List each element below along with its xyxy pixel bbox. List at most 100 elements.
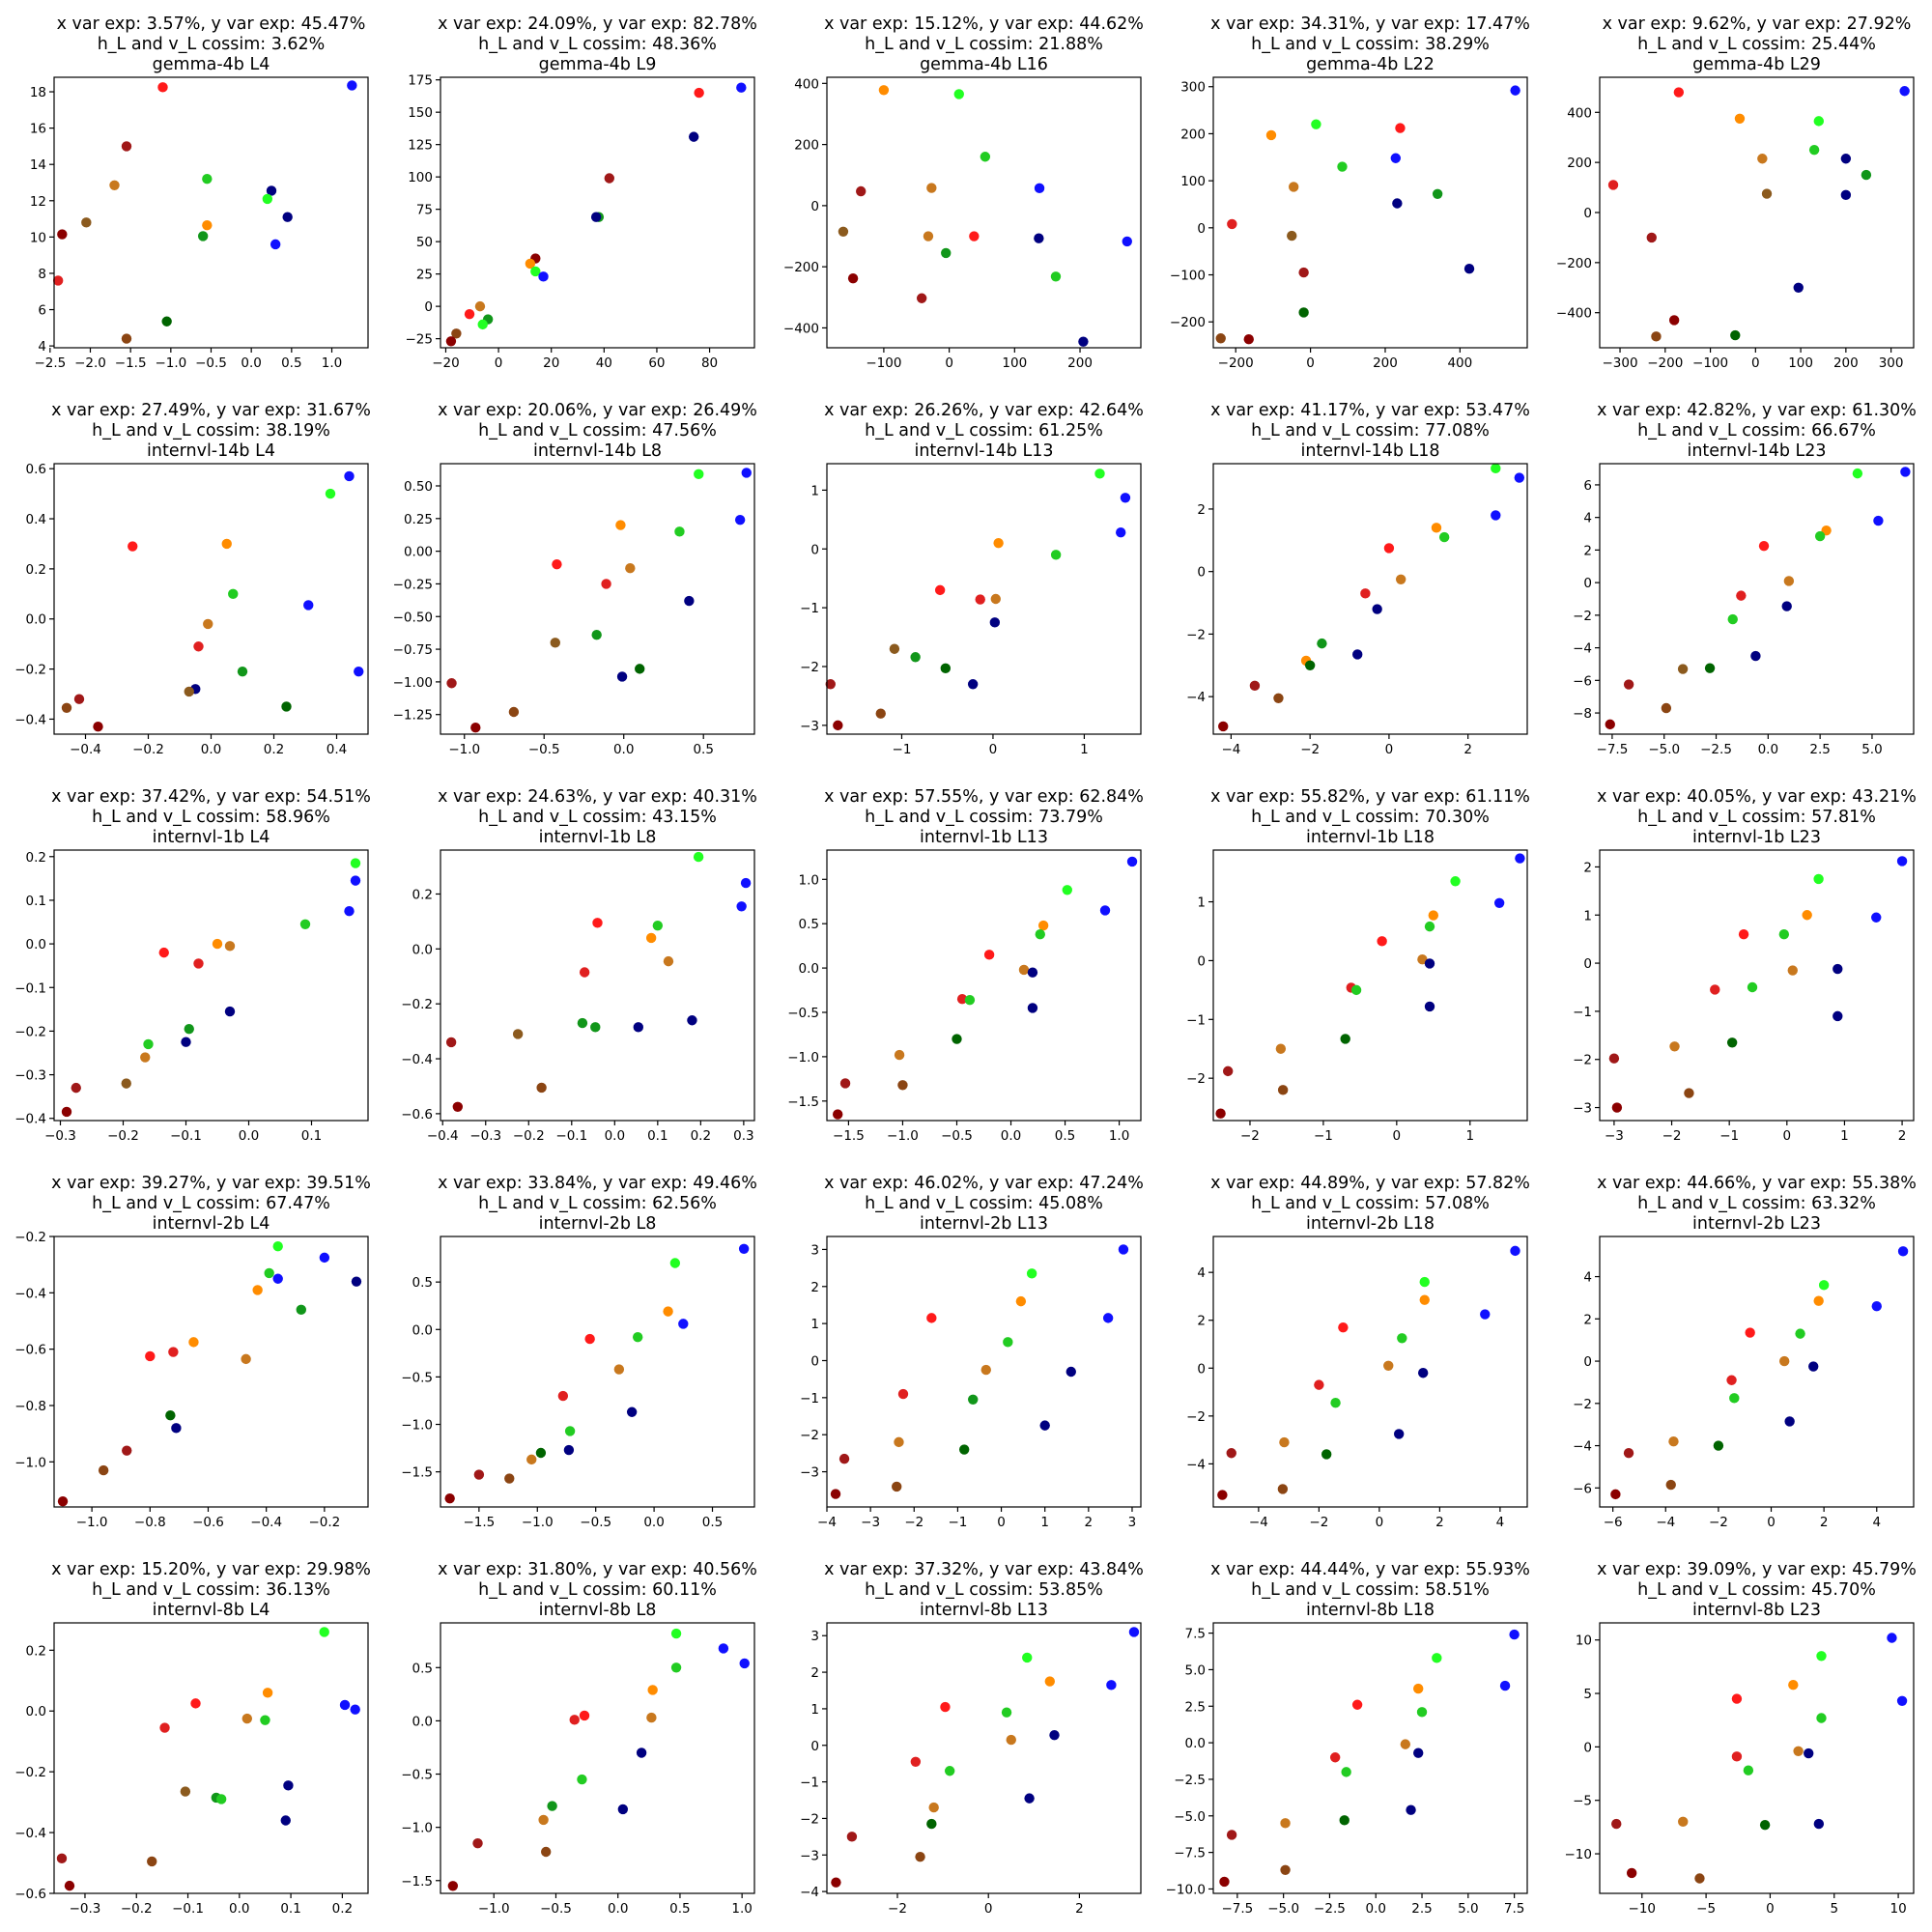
scatter-point	[1665, 1479, 1676, 1491]
x-tick-label: 2	[1075, 1901, 1084, 1917]
scatter-point	[1226, 1448, 1236, 1459]
scatter-point	[350, 1704, 360, 1715]
scatter-point	[1393, 1429, 1405, 1439]
scatter-point	[121, 1078, 131, 1089]
y-tick-label: −0.6	[14, 1343, 46, 1358]
scatter-point	[451, 328, 462, 339]
axes-frame	[1212, 76, 1528, 349]
scatter-point	[990, 593, 1001, 605]
scatter-point	[1480, 1309, 1491, 1320]
scatter-point	[739, 1658, 750, 1669]
y-tick-label: −0.1	[14, 980, 46, 996]
scatter-point	[1352, 649, 1363, 660]
y-tick-label: −1.00	[393, 675, 433, 691]
scatter-point	[280, 1815, 291, 1826]
scatter-point	[1001, 1707, 1012, 1718]
scatter-point	[1729, 1393, 1740, 1404]
axes-frame	[826, 463, 1142, 735]
y-tick-label: −6	[1573, 1481, 1592, 1496]
scatter-point	[846, 1832, 858, 1842]
scatter-point	[1897, 1246, 1909, 1257]
x-tick-label: 1.0	[731, 1901, 752, 1917]
scatter-point	[190, 1698, 201, 1709]
scatter-point	[1510, 1245, 1520, 1257]
x-tick-label: 2	[1898, 1128, 1907, 1144]
scatter-point	[1227, 218, 1237, 230]
y-tick-label: −0.4	[401, 1052, 433, 1067]
y-tick-label: 0	[1583, 956, 1592, 972]
x-tick-label: −2	[904, 1515, 923, 1530]
scatter-point	[1778, 1355, 1790, 1367]
x-tick-label: 0.0	[605, 1128, 625, 1144]
scatter-point	[1419, 1294, 1430, 1305]
subplot-title-line: x var exp: 55.82%, y var exp: 61.11%	[1210, 787, 1530, 807]
scatter-point	[1626, 1867, 1637, 1879]
x-tick-label: −3	[1605, 1128, 1624, 1144]
scatter-point	[61, 1106, 72, 1118]
x-tick-label: −1.5	[833, 1128, 865, 1144]
scatter-point	[1383, 543, 1395, 554]
x-tick-label: 0.1	[647, 1128, 668, 1144]
scatter-point	[633, 1022, 643, 1033]
y-tick-label: −1.0	[14, 1455, 46, 1470]
x-tick-label: −0.8	[134, 1515, 166, 1530]
scatter-point	[1871, 912, 1882, 923]
subplot: x var exp: 20.06%, y var exp: 26.49%h_L …	[393, 401, 757, 757]
subplot: x var exp: 44.89%, y var exp: 57.82%h_L …	[1186, 1174, 1530, 1530]
scatter-point	[1808, 144, 1820, 156]
x-tick-label: −1.0	[522, 1515, 554, 1530]
scatter-point	[1015, 1295, 1027, 1307]
scatter-point	[1298, 307, 1309, 318]
subplot-title-line: h_L and v_L cossim: 3.62%	[98, 35, 326, 54]
scatter-point	[889, 643, 900, 654]
scatter-point	[1116, 527, 1126, 538]
axes-frame	[53, 1622, 369, 1894]
subplot: x var exp: 44.44%, y var exp: 55.93%h_L …	[1166, 1560, 1530, 1917]
scatter-point	[237, 666, 248, 677]
scatter-point	[969, 231, 980, 242]
scatter-point	[81, 217, 92, 228]
scatter-point	[923, 231, 934, 242]
x-tick-label: −0.1	[170, 1128, 202, 1144]
x-tick-label: 1	[1465, 1128, 1474, 1144]
x-tick-label: 2	[1435, 1515, 1444, 1530]
subplot-title-line: internvl-1b L4	[153, 828, 270, 847]
y-tick-label: −5.0	[1174, 1809, 1206, 1825]
y-tick-label: 8	[38, 267, 46, 282]
y-tick-label: −3	[800, 1848, 819, 1863]
x-tick-label: 4	[1496, 1515, 1505, 1530]
axes-frame	[1599, 463, 1915, 735]
scatter-point	[738, 1243, 750, 1254]
scatter-point	[1413, 1683, 1424, 1694]
scatter-point	[875, 708, 886, 719]
subplot-title-line: x var exp: 15.20%, y var exp: 29.98%	[51, 1560, 371, 1579]
scatter-point	[1395, 574, 1406, 584]
scatter-point	[1317, 638, 1327, 649]
scatter-point	[224, 1006, 236, 1017]
x-tick-label: 0.0	[643, 1515, 664, 1530]
scatter-point	[584, 1333, 595, 1345]
y-tick-label: 0.0	[1185, 1736, 1206, 1751]
y-tick-label: −0.4	[14, 1826, 46, 1841]
scatter-point	[563, 1444, 575, 1456]
subplot-title-line: internvl-14b L4	[147, 441, 275, 461]
scatter-point	[1900, 467, 1911, 477]
subplot: x var exp: 31.80%, y var exp: 40.56%h_L …	[401, 1560, 757, 1917]
scatter-point	[718, 1643, 729, 1654]
y-tick-label: 100	[408, 170, 433, 185]
scatter-point	[1024, 1793, 1035, 1804]
y-tick-label: 25	[416, 268, 433, 283]
scatter-point	[1120, 493, 1131, 503]
scatter-point	[140, 1052, 151, 1063]
x-tick-label: 0.0	[613, 742, 634, 757]
scatter-point	[956, 994, 968, 1005]
scatter-point	[1673, 87, 1685, 98]
scatter-point	[1778, 928, 1790, 940]
scatter-point	[645, 932, 657, 944]
subplot: x var exp: 15.20%, y var exp: 29.98%h_L …	[14, 1560, 371, 1917]
scatter-point	[1813, 873, 1824, 885]
x-tick-label: −200	[1218, 355, 1254, 371]
scatter-point	[1438, 531, 1450, 543]
subplot-title-line: h_L and v_L cossim: 21.88%	[865, 35, 1103, 54]
y-tick-label: 1	[810, 1702, 819, 1718]
